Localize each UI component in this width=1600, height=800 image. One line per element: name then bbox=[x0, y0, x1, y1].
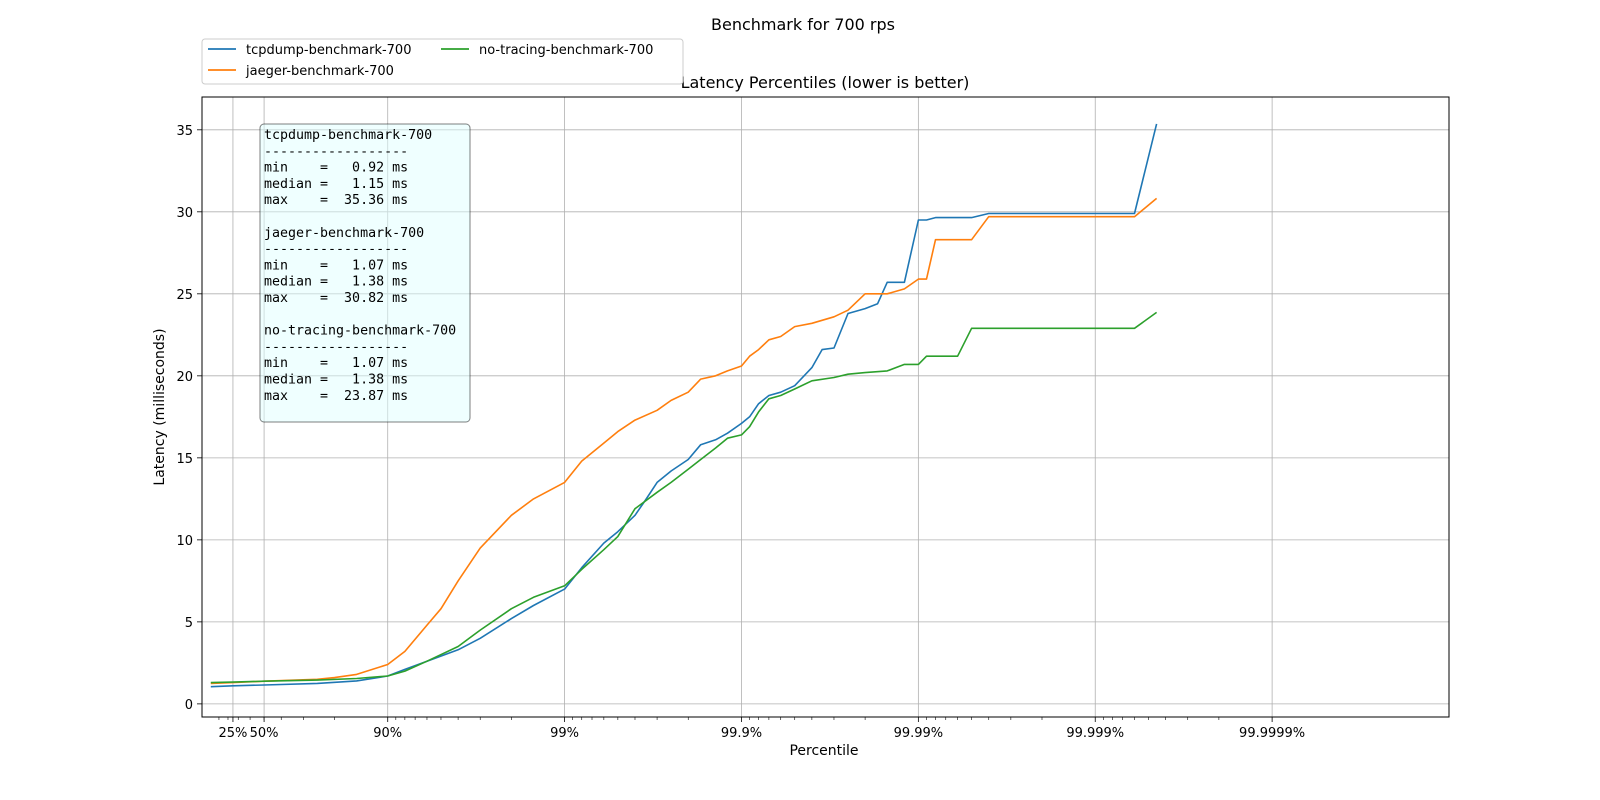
chart-subtitle: Latency Percentiles (lower is better) bbox=[681, 73, 970, 92]
stats-box: tcpdump-benchmark-700------------------m… bbox=[259, 123, 471, 423]
y-axis: 0 5 10 15 20 25 30 35 bbox=[176, 124, 202, 713]
series-lines bbox=[210, 123, 1158, 688]
y-tick-label: 15 bbox=[176, 452, 193, 467]
stats-line: jaeger-benchmark-700 bbox=[264, 226, 424, 241]
stats-line: max = 35.36 ms bbox=[264, 193, 408, 208]
x-tick-label: 99.99% bbox=[894, 726, 944, 741]
stats-line: median = 1.15 ms bbox=[264, 177, 408, 192]
stats-line: ------------------ bbox=[264, 340, 408, 355]
x-tick-label: 50% bbox=[250, 726, 279, 741]
stats-line: min = 1.07 ms bbox=[264, 356, 408, 371]
stats-line: max = 30.82 ms bbox=[264, 291, 408, 306]
series-line-no-tracing-benchmark-700 bbox=[210, 311, 1158, 684]
stats-line: median = 1.38 ms bbox=[264, 373, 408, 388]
stats-line: ------------------ bbox=[264, 242, 408, 257]
stats-box-frame bbox=[259, 123, 471, 423]
x-axis-label: Percentile bbox=[789, 743, 858, 759]
stats-line: min = 1.07 ms bbox=[264, 258, 408, 273]
legend-frame bbox=[201, 38, 684, 85]
legend-label: tcpdump-benchmark-700 bbox=[246, 43, 411, 58]
x-tick-label: 99.9% bbox=[721, 726, 762, 741]
y-tick-label: 20 bbox=[176, 370, 193, 385]
series-line-tcpdump-benchmark-700 bbox=[210, 123, 1158, 688]
chart-title: Benchmark for 700 rps bbox=[711, 15, 895, 34]
legend-label: jaeger-benchmark-700 bbox=[245, 64, 394, 79]
x-axis: 25% 50% 90% 99% 99.9% 99.99% 99.999% 99.9999% bbox=[218, 717, 1305, 741]
stats-line: tcpdump-benchmark-700 bbox=[264, 128, 432, 143]
legend-label: no-tracing-benchmark-700 bbox=[479, 43, 653, 58]
stats-line: max = 23.87 ms bbox=[264, 389, 408, 404]
y-tick-label: 25 bbox=[176, 288, 193, 303]
y-axis-label: Latency (milliseconds) bbox=[152, 328, 168, 485]
x-tick-label: 90% bbox=[373, 726, 402, 741]
legend: tcpdump-benchmark-700 jaeger-benchmark-70… bbox=[201, 38, 684, 85]
stats-line: ------------------ bbox=[264, 144, 408, 159]
stats-line: min = 0.92 ms bbox=[264, 161, 408, 176]
stats-line: no-tracing-benchmark-700 bbox=[264, 324, 456, 339]
y-tick-label: 0 bbox=[185, 698, 193, 713]
y-tick-label: 10 bbox=[176, 534, 193, 549]
x-tick-label: 99% bbox=[550, 726, 579, 741]
y-tick-label: 35 bbox=[176, 124, 193, 139]
grid bbox=[202, 97, 1449, 717]
series-line-jaeger-benchmark-700 bbox=[210, 197, 1158, 685]
stats-line: median = 1.38 ms bbox=[264, 275, 408, 290]
y-tick-label: 30 bbox=[176, 206, 193, 221]
x-tick-label: 99.999% bbox=[1066, 726, 1124, 741]
plot-frame bbox=[201, 96, 1450, 718]
x-tick-label: 25% bbox=[218, 726, 247, 741]
x-tick-label: 99.9999% bbox=[1239, 726, 1305, 741]
y-tick-label: 5 bbox=[185, 616, 193, 631]
